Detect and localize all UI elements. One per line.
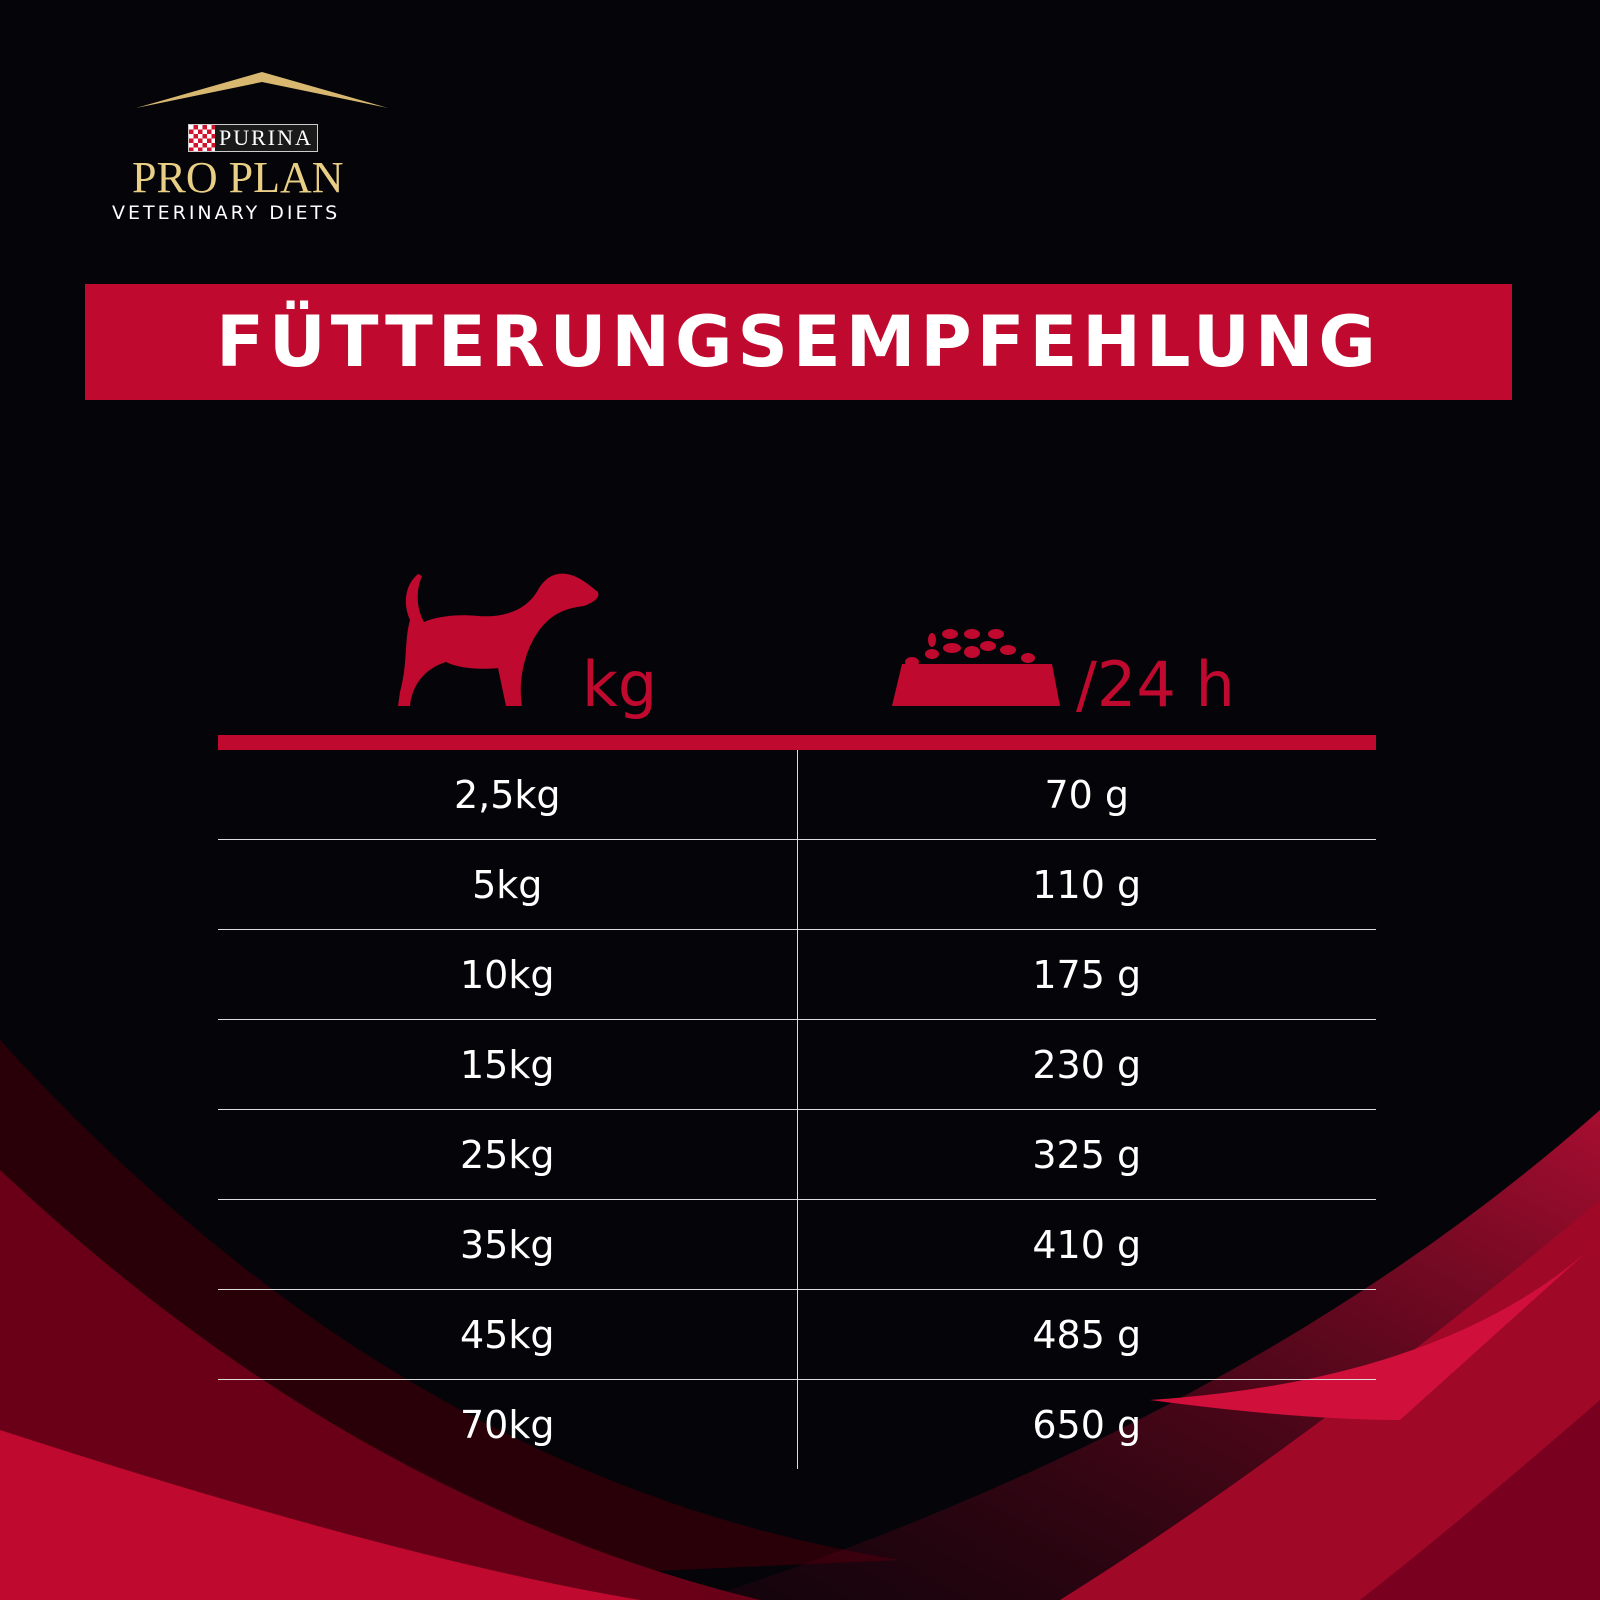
weight-unit-label: kg: [582, 648, 658, 721]
checkerboard-icon: [189, 125, 215, 151]
table-row: 2,5kg 70 g: [218, 750, 1376, 840]
title-banner: FÜTTERUNGSEMPFEHLUNG: [85, 284, 1512, 400]
amount-cell: 485 g: [1032, 1312, 1142, 1357]
amount-cell: 70 g: [1044, 772, 1130, 817]
weight-cell: 2,5kg: [218, 750, 798, 839]
weight-cell: 15kg: [218, 1020, 798, 1109]
table-row: 10kg 175 g: [218, 930, 1376, 1020]
table-row: 25kg 325 g: [218, 1110, 1376, 1200]
table-header-bar: [218, 735, 1376, 750]
weight-cell: 5kg: [218, 840, 798, 929]
table-row: 5kg 110 g: [218, 840, 1376, 930]
amount-cell: 650 g: [1032, 1402, 1142, 1447]
weight-cell: 25kg: [218, 1110, 798, 1199]
veterinary-diets-text: VETERINARY DIETS: [112, 202, 341, 224]
amount-cell: 325 g: [1032, 1132, 1142, 1177]
table-row: 35kg 410 g: [218, 1200, 1376, 1290]
table-row: 70kg 650 g: [218, 1380, 1376, 1469]
weight-cell: 35kg: [218, 1200, 798, 1289]
amount-cell: 410 g: [1032, 1222, 1142, 1267]
weight-cell: 70kg: [218, 1380, 798, 1469]
weight-cell: 45kg: [218, 1290, 798, 1379]
amount-cell: 175 g: [1032, 952, 1142, 997]
purina-pro-plan-logo: PURINA PRO PLAN VETERINARY DIETS: [110, 68, 410, 238]
roof-icon: [136, 72, 388, 108]
pro-plan-text: PRO PLAN: [132, 153, 344, 202]
dog-icon: [398, 573, 599, 706]
table-row: 15kg 230 g: [218, 1020, 1376, 1110]
amount-cell: 110 g: [1032, 862, 1142, 907]
page-title: FÜTTERUNGSEMPFEHLUNG: [216, 301, 1381, 383]
purina-badge: PURINA: [188, 124, 318, 152]
feeding-table: 2,5kg 70 g 5kg 110 g 10kg 175 g 15kg 230 g 2…: [218, 750, 1376, 1469]
amount-cell: 230 g: [1032, 1042, 1142, 1087]
food-bowl-icon: [892, 629, 1060, 706]
weight-cell: 10kg: [218, 930, 798, 1019]
table-row: 45kg 485 g: [218, 1290, 1376, 1380]
purina-text: PURINA: [219, 125, 313, 150]
amount-unit-label: /24 h: [1076, 648, 1235, 721]
